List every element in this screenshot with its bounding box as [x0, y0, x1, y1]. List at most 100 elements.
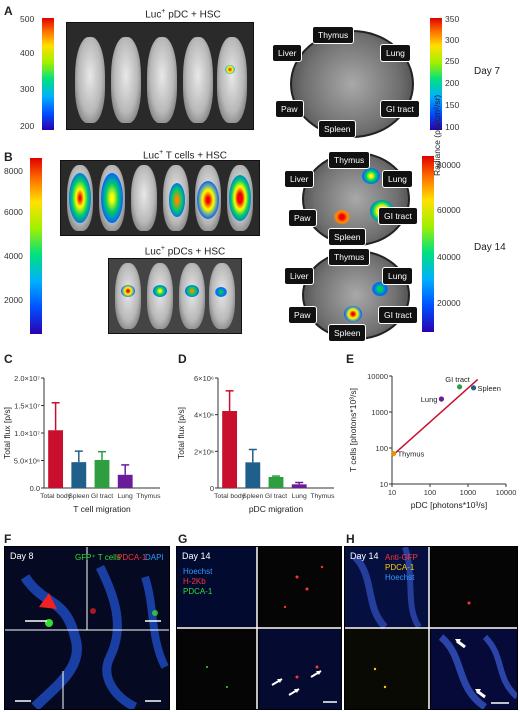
panel-a-title-luc: Luc [145, 9, 162, 21]
x-axis-label: T cell migration [73, 504, 131, 514]
point-label: Lung [421, 395, 438, 404]
cb-tick: 200 [445, 78, 460, 88]
organ-label-spleen: Spleen [318, 120, 357, 138]
panel-b-tcell-mice-image [60, 160, 260, 236]
panel-f-legend-1: PDCA-1 [117, 553, 147, 562]
panel-letter-h: H [346, 532, 355, 546]
panel-a-title-sup: + [161, 8, 166, 15]
fit-line [391, 378, 479, 457]
cb-tick: 300 [445, 35, 460, 45]
y-tick-label: 10 [380, 480, 388, 489]
chart-e: 10 100 1000 10000 10 100 1000 10000 Thymus Lung GI… [348, 372, 517, 510]
organ-label-lung: Lung [382, 267, 413, 285]
organ-label-lung: Lung [380, 44, 411, 62]
signal-spot [372, 282, 388, 296]
cb-tick: 500 [20, 14, 35, 24]
category-label: Thymus [310, 493, 335, 500]
chart-c: 0.0 5.0×10⁶ 1.0×10⁷ 1.5×10⁷ 2.0×10⁷ Total bod… [2, 374, 161, 514]
bar [222, 411, 238, 488]
panel-g-day: Day 14 [182, 551, 211, 561]
panel-letter-b: B [4, 150, 13, 164]
organ-label-liver: Liver [272, 44, 303, 62]
panel-b-pdc-mice-image [108, 258, 242, 334]
organ-label-gi-tract: GI tract [378, 207, 418, 225]
organ-label-paw: Paw [275, 100, 304, 118]
category-label: Lung [118, 493, 133, 500]
panel-a-title: Luc+ pDC + HSC [118, 8, 248, 20]
panel-g-image: Day 14 Hoechst H-2Kb PDCA-1 [176, 546, 342, 710]
point-label: Thymus [398, 450, 425, 459]
panel-g-legend-2: PDCA-1 [183, 587, 213, 596]
panel-h-day: Day 14 [350, 551, 379, 561]
cb-tick: 200 [20, 121, 35, 131]
panel-h-tissue [345, 547, 517, 709]
signal-spot [344, 306, 362, 322]
panel-h-legend-2: Hoechst [385, 573, 415, 582]
organ-label-liver: Liver [284, 267, 315, 285]
data-point [470, 385, 477, 391]
signal-spot [197, 181, 219, 219]
category-label: Thymus [136, 493, 161, 500]
x-tick-label: 1000 [460, 488, 477, 497]
organ-label-gi-tract: GI tract [378, 306, 418, 324]
cb-tick: 350 [445, 14, 460, 24]
panel-g-legend-0: Hoechst [183, 567, 213, 576]
panel-f-image: Day 8 GFP⁺ T cells PDCA-1 DAPI [4, 546, 170, 710]
panel-a-left-colorbar [42, 18, 54, 130]
cb-tick: 100 [445, 122, 460, 132]
panel-f-tissue [5, 547, 169, 709]
cb-tick: 80000 [437, 160, 461, 170]
cb-tick: 6000 [4, 207, 23, 217]
panel-h-legend-1: PDCA-1 [385, 563, 415, 572]
y-tick-label: 2.0×10⁷ [14, 374, 40, 383]
panel-a-title-rest: pDC + HSC [165, 9, 221, 21]
signal-spot [101, 173, 123, 223]
data-point [438, 396, 445, 402]
panel-b-title-top: Luc+ T cells + HSC [110, 149, 260, 161]
x-tick-label: 10000 [496, 488, 517, 497]
bar [48, 430, 64, 488]
panel-g-tissue [177, 547, 341, 709]
y-tick-label: 100 [375, 444, 388, 453]
panel-letter-a: A [4, 4, 13, 18]
cb-tick: 300 [20, 84, 35, 94]
organ-label-thymus: Thymus [328, 248, 371, 266]
panel-b-title2-rest: pDCs + HSC [164, 246, 226, 258]
category-label: Spleen [242, 493, 263, 500]
cb-tick: 2000 [4, 295, 23, 305]
signal-spot [153, 285, 167, 297]
panel-b-left-colorbar [30, 158, 42, 334]
x-tick-label: 100 [424, 488, 437, 497]
organ-label-liver: Liver [284, 170, 315, 188]
panel-letter-d: D [178, 352, 187, 366]
panel-g-legend-1: H-2Kb [183, 577, 206, 586]
panel-f-legend-2: DAPI [145, 553, 164, 562]
cb-tick: 250 [445, 56, 460, 66]
panel-b-title2-luc: Luc [144, 246, 161, 258]
cb-tick: 60000 [437, 205, 461, 215]
y-tick-label: 0.0 [30, 484, 40, 493]
data-point [456, 384, 463, 390]
mouse [183, 37, 213, 123]
panel-a-mice-image [66, 22, 254, 130]
point-label: GI tract [445, 375, 471, 384]
panel-a-day: Day 7 [474, 66, 501, 77]
panel-letter-c: C [4, 352, 13, 366]
cb-tick: 20000 [437, 298, 461, 308]
cb-tick: 8000 [4, 166, 23, 176]
y-tick-label: 0 [210, 484, 214, 493]
organ-label-paw: Paw [288, 306, 317, 324]
signal-spot [334, 210, 350, 224]
organ-label-paw: Paw [288, 209, 317, 227]
y-axis-label: T cells [photons*10³/s] [348, 388, 358, 472]
bar [291, 484, 307, 488]
panel-b-day: Day 14 [474, 242, 506, 253]
y-tick-label: 6×10⁶ [194, 374, 214, 383]
panel-b-title2-sup: + [160, 245, 165, 252]
panel-b-title-rest: T cells + HSC [163, 150, 228, 162]
category-label: Spleen [68, 493, 89, 500]
signal-spot [215, 287, 227, 297]
cb-tick: 150 [445, 100, 460, 110]
panel-letter-f: F [4, 532, 12, 546]
